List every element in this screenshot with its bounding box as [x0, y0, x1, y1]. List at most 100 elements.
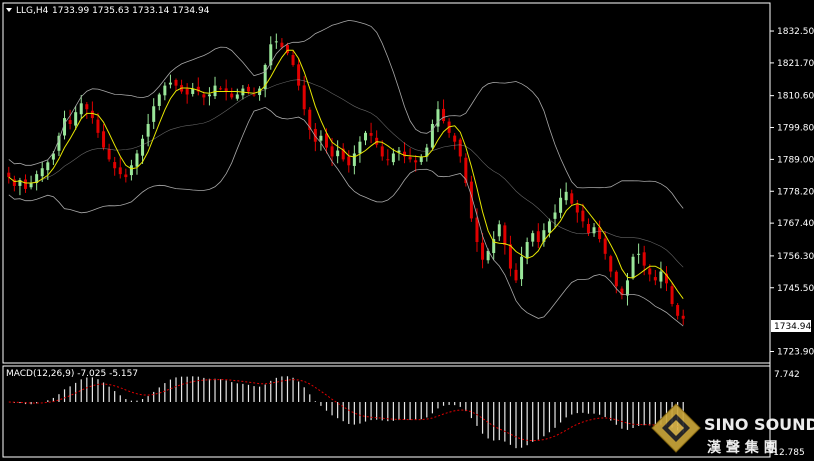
- macd-bottom-label: -12.785: [770, 448, 805, 458]
- candle-bear: [508, 244, 512, 269]
- candle-bull: [168, 82, 172, 85]
- candle-bull: [397, 150, 401, 153]
- candle-bear: [107, 149, 111, 160]
- candle-bull: [559, 197, 563, 213]
- candle-bull: [163, 85, 167, 96]
- candle-bear: [614, 271, 618, 287]
- candle-bull: [319, 135, 323, 141]
- candle-bear: [202, 94, 206, 98]
- candle-bull: [129, 165, 133, 176]
- candle-bull: [336, 150, 340, 157]
- watermark: SINO SOUND 漢 聲 集 團: [651, 403, 814, 456]
- macd-top-label: 7.742: [774, 370, 800, 380]
- candle-bear: [369, 133, 373, 136]
- candle-bull: [57, 135, 61, 151]
- candle-bear: [24, 179, 28, 189]
- candle-bull: [352, 153, 356, 166]
- price-tick-label: 1789.00: [777, 155, 814, 165]
- price-tick-label: 1799.80: [777, 124, 814, 134]
- candle-bull: [486, 250, 490, 261]
- watermark-brand-cn: 漢 聲 集 團: [707, 439, 778, 456]
- candle-bear: [414, 160, 418, 163]
- candle-bull: [191, 88, 195, 94]
- current-price-label: 1734.94: [774, 322, 811, 332]
- candle-bear: [536, 231, 540, 243]
- candle-bull: [430, 123, 434, 148]
- candle-bear: [291, 55, 295, 65]
- candle-bear: [469, 181, 473, 219]
- candle-bear: [90, 110, 94, 119]
- candle-bear: [676, 305, 680, 316]
- candle-bear: [503, 225, 507, 245]
- moving-average-line: [8, 49, 684, 299]
- candle-bull: [35, 174, 39, 184]
- candle-bear: [185, 88, 189, 95]
- candle-bear: [481, 242, 485, 260]
- diamond-logo-icon: [651, 403, 701, 453]
- candle-bull: [525, 242, 529, 258]
- candle-bull: [625, 280, 629, 296]
- candle-bear: [219, 88, 223, 90]
- candle-bull: [592, 227, 596, 234]
- candle-bull: [547, 221, 551, 233]
- candle-bear: [464, 157, 468, 183]
- candle-bear: [642, 252, 646, 266]
- price-tick-label: 1810.60: [777, 92, 814, 102]
- candle-bear: [285, 45, 289, 54]
- candle-bear: [403, 151, 407, 157]
- candle-bull: [497, 224, 501, 237]
- price-tick-label: 1723.90: [777, 347, 814, 357]
- candle-bear: [620, 288, 624, 296]
- candle-bear: [347, 156, 351, 166]
- candle-bull: [207, 94, 211, 97]
- candle-bull: [358, 141, 362, 154]
- price-tick-label: 1767.40: [777, 219, 814, 229]
- price-tick-label: 1756.30: [777, 252, 814, 262]
- candle-bear: [442, 108, 446, 122]
- candle-bear: [670, 286, 674, 304]
- candle-bear: [453, 135, 457, 142]
- candle-bear: [68, 120, 72, 124]
- price-tick-label: 1821.70: [777, 59, 814, 69]
- candle-bear: [586, 224, 590, 234]
- candle-bear: [224, 88, 228, 92]
- watermark-brand: SINO SOUND: [704, 415, 814, 434]
- candle-bull: [63, 118, 67, 136]
- candle-bear: [302, 85, 306, 110]
- bollinger-middle-line: [8, 79, 684, 268]
- candle-bear: [7, 172, 11, 178]
- candle-bull: [269, 44, 273, 66]
- candle-bear: [113, 162, 117, 169]
- candle-bear: [475, 217, 479, 243]
- bollinger-lower-line: [8, 106, 684, 327]
- candle-bull: [659, 271, 663, 282]
- candle-bull: [40, 168, 44, 177]
- candle-bear: [313, 128, 317, 142]
- candle-bull: [391, 153, 395, 163]
- candle-bull: [419, 156, 423, 162]
- symbol-label: LLG,H4: [16, 6, 49, 16]
- price-panel-frame: [2, 2, 771, 364]
- candle-bull: [531, 233, 535, 242]
- candle-bear: [609, 256, 613, 272]
- macd-layer: [8, 376, 684, 449]
- candle-bear: [408, 157, 412, 160]
- candle-bear: [246, 86, 250, 92]
- candle-bear: [386, 159, 390, 161]
- candle-bear: [603, 238, 607, 254]
- triangle-down-icon[interactable]: [6, 8, 12, 12]
- candle-bull: [542, 230, 546, 242]
- candle-bull: [235, 94, 239, 99]
- candle-bear: [118, 167, 122, 175]
- candles-layer: [7, 33, 685, 325]
- overlays-layer: [8, 19, 684, 327]
- candle-bear: [324, 133, 328, 148]
- candle-bull: [146, 123, 150, 137]
- candle-bull: [213, 85, 217, 97]
- candle-bull: [492, 239, 496, 254]
- candle-bull: [141, 138, 145, 156]
- candle-bear: [85, 104, 89, 110]
- candle-bear: [330, 146, 334, 157]
- candle-bull: [564, 191, 568, 201]
- candle-bear: [681, 315, 685, 319]
